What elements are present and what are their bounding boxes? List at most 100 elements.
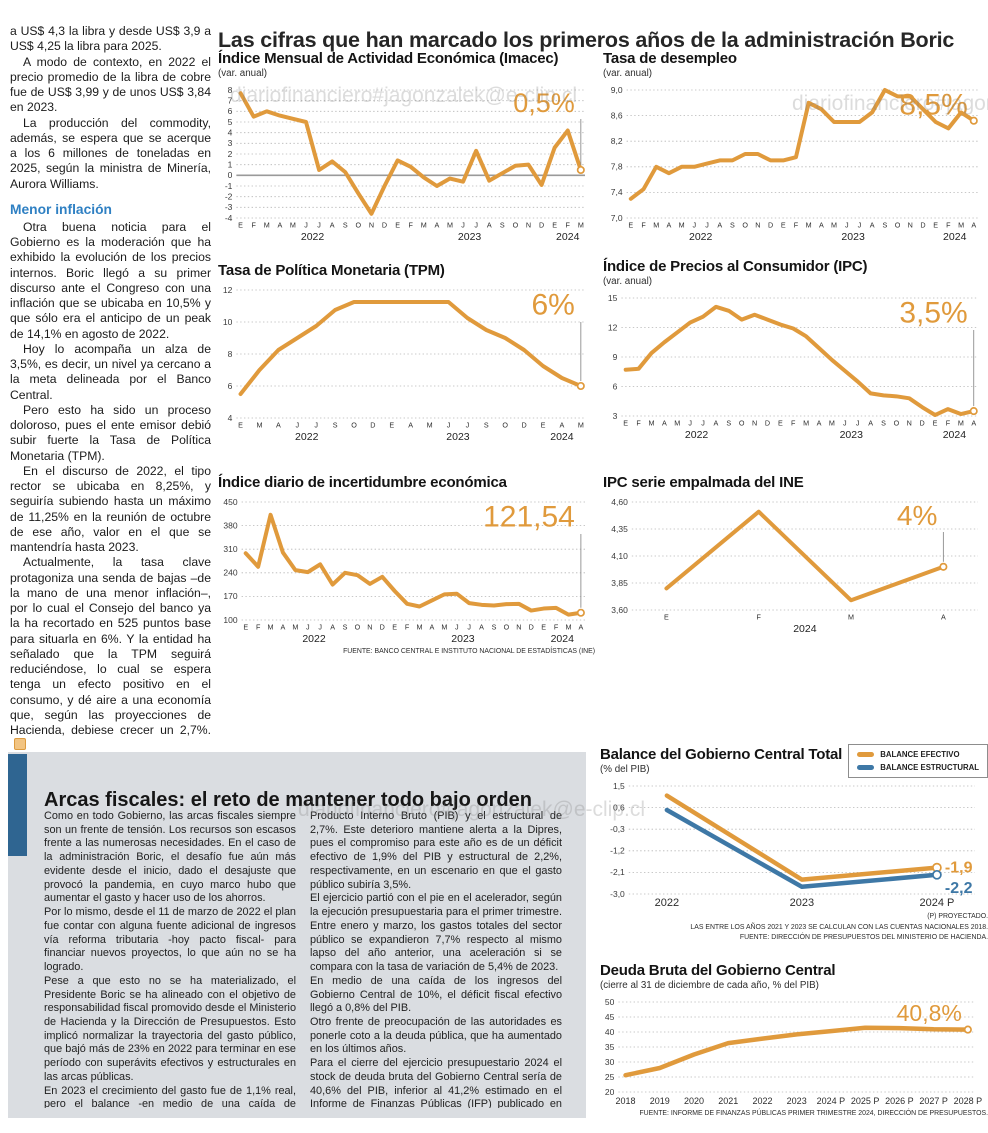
svg-text:O: O — [894, 419, 900, 428]
svg-text:A: A — [430, 623, 435, 632]
svg-text:5: 5 — [228, 117, 233, 127]
svg-text:3,60: 3,60 — [611, 605, 628, 615]
box-paragraph: En 2023 el crecimiento del gasto fue de … — [44, 1084, 296, 1108]
svg-text:N: N — [516, 623, 521, 632]
svg-text:6: 6 — [228, 381, 233, 391]
chart-canvas-desempleo: 9,08,68,27,87,47,0E F M A M J J A S O N D E F M A M J J A S O… — [611, 85, 978, 243]
svg-text:J: J — [317, 221, 321, 230]
svg-text:S: S — [500, 221, 505, 230]
svg-text:3,5%: 3,5% — [899, 297, 967, 330]
svg-text:M: M — [679, 221, 685, 230]
svg-text:D: D — [920, 221, 925, 230]
svg-text:J: J — [856, 419, 860, 428]
svg-text:N: N — [755, 221, 760, 230]
svg-text:J: J — [474, 221, 478, 230]
svg-text:2028 P: 2028 P — [954, 1096, 983, 1106]
svg-text:30: 30 — [605, 1057, 615, 1067]
svg-text:O: O — [356, 221, 362, 230]
svg-text:10: 10 — [223, 317, 233, 327]
svg-text:-4: -4 — [225, 213, 233, 223]
svg-text:35: 35 — [605, 1042, 615, 1052]
chart-ipc-empalmada: IPC serie empalmada del INE 4,60 4,35 4,10… — [603, 474, 988, 636]
svg-text:E: E — [389, 421, 394, 430]
svg-text:240: 240 — [223, 568, 237, 578]
svg-text:A: A — [434, 221, 439, 230]
svg-text:J: J — [467, 623, 471, 632]
svg-text:310: 310 — [223, 544, 237, 554]
svg-text:2022: 2022 — [685, 429, 709, 441]
svg-text:0: 0 — [228, 170, 233, 180]
svg-text:F: F — [794, 221, 799, 230]
chart-incertidumbre: Índice diario de incertidumbre económica… — [218, 474, 595, 655]
svg-text:D: D — [539, 221, 544, 230]
svg-text:-0,3: -0,3 — [610, 824, 625, 834]
svg-text:M: M — [441, 623, 447, 632]
svg-text:F: F — [251, 221, 256, 230]
article-paragraph: A modo de contexto, en 2022 el precio pr… — [10, 54, 211, 115]
svg-text:2: 2 — [228, 149, 233, 159]
svg-text:M: M — [831, 221, 837, 230]
svg-text:S: S — [333, 421, 338, 430]
box-paragraph: Producto Interno Bruto (PIB) y el estruc… — [310, 810, 562, 891]
svg-text:A: A — [479, 623, 484, 632]
svg-text:A: A — [408, 421, 413, 430]
svg-text:M: M — [421, 221, 427, 230]
chart-title: Índice Mensual de Actividad Económica (I… — [218, 50, 559, 67]
svg-text:380: 380 — [223, 520, 237, 530]
svg-text:1,5: 1,5 — [613, 781, 625, 791]
svg-text:M: M — [268, 623, 274, 632]
svg-text:S: S — [882, 221, 887, 230]
svg-text:50: 50 — [605, 997, 615, 1007]
svg-text:N: N — [908, 221, 913, 230]
svg-text:1: 1 — [228, 159, 233, 169]
svg-text:8,2: 8,2 — [611, 136, 623, 146]
svg-text:O: O — [742, 221, 748, 230]
chart-note: FUENTE: DIRECCIÓN DE PRESUPUESTOS DEL MI… — [739, 934, 988, 942]
fiscal-box-title: Arcas fiscales: el reto de mantener todo… — [44, 788, 532, 811]
svg-text:E: E — [541, 421, 546, 430]
svg-text:6: 6 — [228, 106, 233, 116]
svg-text:2022: 2022 — [655, 897, 679, 909]
chart-title: Tasa de desempleo — [603, 50, 737, 67]
svg-text:E: E — [933, 419, 938, 428]
svg-text:9: 9 — [613, 352, 618, 362]
legend-item-efectivo: BALANCE EFECTIVO — [857, 750, 979, 759]
svg-text:N: N — [907, 419, 912, 428]
svg-text:2018: 2018 — [616, 1096, 636, 1106]
svg-text:2024: 2024 — [943, 429, 967, 441]
svg-text:O: O — [504, 623, 510, 632]
svg-text:-2,2: -2,2 — [945, 880, 973, 897]
svg-text:E: E — [541, 623, 546, 632]
svg-text:8: 8 — [228, 85, 233, 95]
article-paragraph: Pero esto ha sido un proceso doloroso, p… — [10, 402, 211, 463]
box-paragraph: Como en todo Gobierno, las arcas fiscale… — [44, 810, 296, 905]
svg-text:2024: 2024 — [943, 231, 967, 243]
svg-text:O: O — [513, 221, 519, 230]
svg-text:2024: 2024 — [551, 633, 575, 645]
svg-text:8,6: 8,6 — [611, 110, 623, 120]
svg-text:O: O — [355, 623, 361, 632]
article-paragraph: Actualmente, la tasa clave protagoniza u… — [10, 555, 211, 753]
svg-text:9,0: 9,0 — [611, 85, 623, 95]
box-paragraph: Pese a que esto no se ha materializado, … — [44, 974, 296, 1083]
svg-text:12: 12 — [608, 322, 618, 332]
article-end-icon — [14, 738, 26, 751]
article-paragraph-text: Actualmente, la tasa clave protagoniza u… — [10, 555, 211, 738]
chart-canvas-balance: 1,5 0,6 -0,3 -1,2 -2,1 -3,0 2022 2023 2024 P -1,9… — [610, 781, 975, 909]
svg-text:O: O — [895, 221, 901, 230]
svg-text:A: A — [578, 623, 583, 632]
svg-text:2023: 2023 — [787, 1096, 807, 1106]
chart-deuda: Deuda Bruta del Gobierno Central (cierre… — [600, 962, 988, 1117]
svg-text:E: E — [238, 221, 243, 230]
svg-text:F: F — [566, 221, 571, 230]
svg-text:N: N — [367, 623, 372, 632]
svg-text:2023: 2023 — [451, 633, 475, 645]
svg-text:E: E — [392, 623, 397, 632]
svg-text:E: E — [395, 221, 400, 230]
svg-text:E: E — [781, 221, 786, 230]
svg-text:2023: 2023 — [790, 897, 814, 909]
svg-text:A: A — [817, 419, 822, 428]
svg-text:M: M — [578, 421, 584, 430]
svg-text:8,5%: 8,5% — [899, 89, 967, 122]
